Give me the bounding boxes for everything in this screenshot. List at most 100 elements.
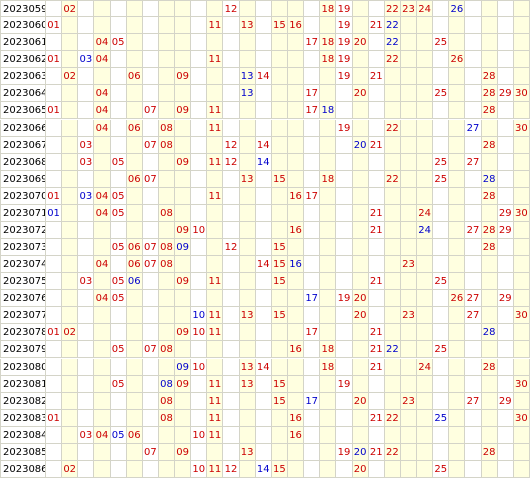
drawn-number: 23	[400, 0, 418, 18]
empty-cell	[513, 68, 530, 86]
empty-cell	[271, 409, 288, 427]
empty-cell	[513, 239, 530, 257]
empty-cell	[126, 221, 143, 239]
empty-cell	[449, 375, 466, 393]
empty-cell	[191, 409, 208, 427]
empty-cell	[417, 34, 434, 52]
empty-cell	[142, 51, 159, 69]
empty-cell	[368, 239, 385, 257]
empty-cell	[223, 119, 240, 137]
empty-cell	[400, 51, 418, 69]
empty-cell	[142, 221, 159, 239]
empty-cell	[62, 239, 79, 257]
empty-cell	[142, 409, 159, 427]
empty-cell	[513, 273, 530, 291]
empty-cell	[110, 119, 127, 137]
empty-cell	[320, 239, 337, 257]
empty-cell	[78, 290, 95, 308]
empty-cell	[62, 426, 79, 444]
drawn-number: 08	[158, 119, 176, 137]
drawn-number: 05	[110, 153, 127, 171]
empty-cell	[352, 102, 369, 120]
drawn-number: 11	[207, 375, 224, 393]
empty-cell	[126, 307, 143, 325]
drawn-number: 02	[62, 68, 79, 86]
empty-cell	[142, 290, 159, 308]
empty-cell	[400, 187, 418, 205]
drawn-number: 06	[126, 273, 143, 291]
empty-cell	[191, 51, 208, 69]
empty-cell	[497, 68, 514, 86]
empty-cell	[384, 273, 401, 291]
drawn-number: 12	[223, 0, 240, 18]
empty-cell	[191, 0, 208, 18]
drawn-number: 11	[207, 392, 224, 410]
empty-cell	[433, 17, 450, 35]
empty-cell	[400, 375, 418, 393]
empty-cell	[158, 221, 176, 239]
empty-cell	[239, 341, 256, 359]
drawn-number: 18	[320, 0, 337, 18]
empty-cell	[158, 0, 176, 18]
empty-cell	[352, 426, 369, 444]
empty-cell	[191, 256, 208, 274]
empty-cell	[255, 443, 272, 461]
drawn-number: 28	[481, 187, 498, 205]
empty-cell	[288, 392, 305, 410]
empty-cell	[62, 102, 79, 120]
drawn-number: 09	[175, 102, 192, 120]
empty-cell	[304, 136, 321, 154]
empty-cell	[417, 187, 434, 205]
empty-cell	[433, 375, 450, 393]
empty-cell	[400, 102, 418, 120]
empty-cell	[400, 290, 418, 308]
empty-cell	[336, 358, 353, 376]
drawn-number: 13	[239, 170, 256, 188]
empty-cell	[481, 34, 498, 52]
empty-cell	[239, 0, 256, 18]
empty-cell	[417, 426, 434, 444]
empty-cell	[255, 273, 272, 291]
drawn-number: 25	[433, 170, 450, 188]
empty-cell	[239, 426, 256, 444]
drawn-number: 18	[320, 341, 337, 359]
empty-cell	[271, 0, 288, 18]
drawn-number: 07	[142, 136, 159, 154]
empty-cell	[384, 324, 401, 342]
empty-cell	[352, 204, 369, 222]
drawn-number: 27	[465, 290, 482, 308]
issue-number: 2023061	[0, 34, 46, 52]
empty-cell	[110, 358, 127, 376]
empty-cell	[142, 17, 159, 35]
empty-cell	[336, 341, 353, 359]
empty-cell	[417, 460, 434, 478]
empty-cell	[497, 17, 514, 35]
empty-cell	[223, 443, 240, 461]
drawn-number: 13	[239, 307, 256, 325]
drawn-number: 07	[142, 443, 159, 461]
empty-cell	[400, 119, 418, 137]
drawn-number: 20	[352, 136, 369, 154]
empty-cell	[352, 239, 369, 257]
empty-cell	[62, 17, 79, 35]
drawn-number: 12	[223, 239, 240, 257]
empty-cell	[513, 153, 530, 171]
empty-cell	[417, 256, 434, 274]
empty-cell	[46, 460, 63, 478]
drawn-number: 11	[207, 409, 224, 427]
drawn-number: 11	[207, 102, 224, 120]
empty-cell	[433, 187, 450, 205]
empty-cell	[271, 102, 288, 120]
empty-cell	[62, 119, 79, 137]
empty-cell	[320, 307, 337, 325]
empty-cell	[94, 273, 111, 291]
empty-cell	[207, 358, 224, 376]
drawn-number: 14	[255, 358, 272, 376]
drawn-number: 19	[336, 119, 353, 137]
empty-cell	[449, 426, 466, 444]
empty-cell	[175, 426, 192, 444]
empty-cell	[336, 409, 353, 427]
drawn-number: 21	[368, 273, 385, 291]
empty-cell	[78, 341, 95, 359]
drawn-number: 28	[481, 170, 498, 188]
